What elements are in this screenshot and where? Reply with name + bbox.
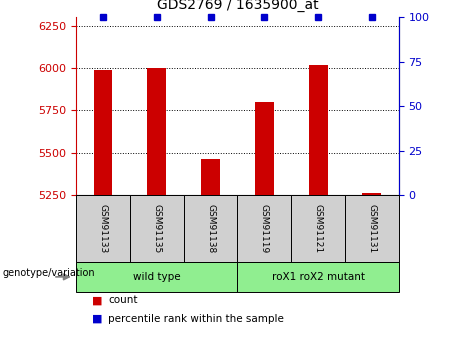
Text: ■: ■ (92, 314, 103, 324)
Text: GSM91138: GSM91138 (206, 204, 215, 253)
Text: GSM91121: GSM91121 (313, 204, 323, 253)
Text: ■: ■ (92, 295, 103, 305)
Text: percentile rank within the sample: percentile rank within the sample (108, 314, 284, 324)
Text: roX1 roX2 mutant: roX1 roX2 mutant (272, 272, 365, 282)
Bar (94, 70, 112, 195)
Bar (201, 159, 220, 195)
Text: genotype/variation: genotype/variation (2, 268, 95, 278)
Bar (148, 68, 166, 195)
Text: count: count (108, 295, 138, 305)
Bar (255, 102, 274, 195)
Bar (362, 193, 381, 195)
Title: GDS2769 / 1635900_at: GDS2769 / 1635900_at (157, 0, 318, 12)
Text: GSM91133: GSM91133 (99, 204, 107, 253)
Text: GSM91135: GSM91135 (152, 204, 161, 253)
Text: wild type: wild type (133, 272, 181, 282)
Bar (309, 65, 327, 195)
Text: GSM91119: GSM91119 (260, 204, 269, 253)
Text: GSM91131: GSM91131 (367, 204, 376, 253)
